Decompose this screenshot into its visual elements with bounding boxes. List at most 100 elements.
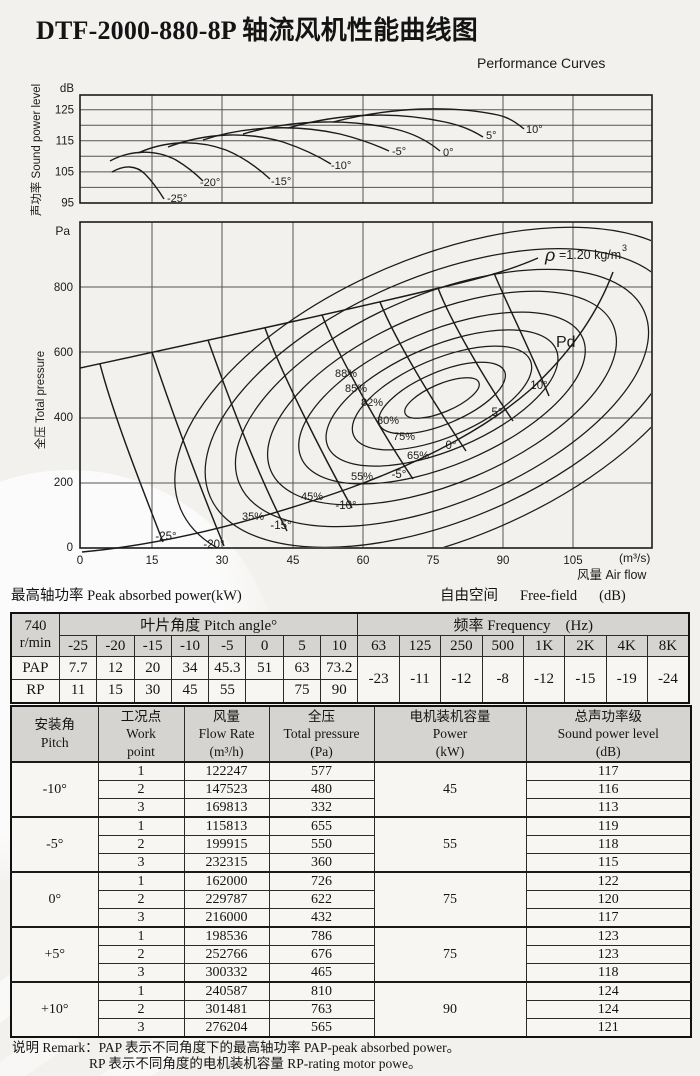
- remark-line-2: RP 表示不同角度的电机装机容量 RP-rating motor powe。: [89, 1056, 422, 1072]
- x-tick: 0: [77, 555, 83, 567]
- subtitle-performance-curves: Performance Curves: [477, 55, 606, 71]
- total-pressure: 655: [268, 816, 375, 836]
- pitch-angle-col: -15: [133, 635, 172, 657]
- efficiency-label: 35%: [242, 511, 264, 523]
- x-axis-label: 风量 Air flow: [577, 568, 647, 582]
- rp-value: 15: [96, 679, 135, 703]
- table-row: 3 276204 565 121: [11, 1018, 692, 1038]
- table-row: -10° 1 122247 577 45 117: [10, 761, 692, 818]
- curve-label: -5°: [392, 146, 406, 158]
- pd-label: Pd: [556, 334, 576, 351]
- efficiency-label: 88%: [335, 368, 357, 380]
- rp-row-label: RP: [10, 679, 60, 703]
- pitch-label: -20°: [203, 539, 224, 551]
- table-row: 2 199915 550 118: [11, 835, 692, 854]
- flow-rate: 301481: [183, 1000, 270, 1019]
- pitch-angle-col: 0: [245, 635, 284, 657]
- rp-value: 30: [133, 679, 172, 703]
- free-field-caption: 自由空间 Free-field (dB): [440, 584, 648, 605]
- x-tick: 105: [563, 555, 582, 567]
- sound-curve-5deg: [287, 114, 484, 138]
- sound-curve-labels: -25° -20° -15° -10° -5° 0° 5° 10°: [167, 124, 543, 205]
- pitch-angle-col: 10: [320, 635, 359, 657]
- sound-level: 113: [525, 798, 692, 818]
- pitch-angle-header: 叶片角度 Pitch angle°: [58, 612, 359, 636]
- flow-rate: 276204: [183, 1018, 270, 1038]
- pap-value: 73.2: [320, 656, 359, 680]
- total-pressure: 786: [268, 926, 375, 946]
- curve-label: 0°: [443, 147, 454, 159]
- pitch-angle-col: -10: [170, 635, 210, 657]
- sound-level: 119: [525, 816, 692, 836]
- power-cell: 75: [373, 926, 527, 983]
- pitch-curve-10deg: [493, 272, 550, 397]
- freq-col: 8K: [646, 635, 690, 657]
- sound-chart-ylabel: 声功率 Sound power level: [29, 84, 43, 216]
- work-point: 2: [97, 835, 185, 854]
- rpm-value: 740: [24, 618, 47, 635]
- flow-rate: 147523: [183, 780, 270, 799]
- y-tick: 0: [67, 542, 73, 554]
- freq-value: -12: [440, 656, 483, 703]
- freq-col: 63: [357, 635, 400, 657]
- table-row: 3 300332 465 118: [11, 963, 692, 983]
- rp-value: 45: [170, 679, 210, 703]
- free-field-en: Free-field: [520, 588, 578, 604]
- rp-value: 11: [58, 679, 98, 703]
- y-tick: 800: [54, 282, 73, 294]
- flow-rate: 252766: [183, 945, 270, 964]
- sound-curve--20deg: [109, 151, 204, 182]
- pap-rp-frequency-table: 740 r/min 叶片角度 Pitch angle° 频率 Frequency …: [10, 612, 690, 704]
- x-tick: 75: [427, 555, 440, 567]
- power-cell: 45: [373, 761, 527, 818]
- rpm-unit: r/min: [19, 635, 52, 651]
- work-point: 2: [97, 890, 185, 909]
- sound-level: 123: [525, 926, 692, 946]
- sound-chart-frame: [79, 94, 653, 204]
- peak-envelope-curve: [79, 257, 539, 369]
- pap-value: 45.3: [208, 656, 247, 680]
- work-point: 1: [97, 926, 185, 946]
- pap-value: 51: [245, 656, 284, 680]
- pap-value: 63: [282, 656, 322, 680]
- sound-chart-grid: [80, 95, 652, 203]
- curve-label: 5°: [486, 130, 497, 142]
- rp-value: 90: [320, 679, 359, 703]
- table-row: -25 -20 -15 -10 -5 0 5 10 63 125 250 500…: [11, 635, 690, 657]
- flow-rate: 229787: [183, 890, 270, 909]
- y-tick: 600: [54, 347, 73, 359]
- pitch-angle-col: -25: [58, 635, 98, 657]
- total-pressure-chart: 88% 85% 82% 80% 75% 65% 55% 45% 35% -25°…: [33, 221, 653, 582]
- sound-level: 124: [525, 1000, 692, 1019]
- y-tick: 115: [56, 136, 74, 148]
- efficiency-contours: [174, 226, 651, 547]
- table-row: -5° 1 115813 655 55 119: [10, 816, 692, 873]
- density-value: =1.20 kg/m: [559, 248, 621, 262]
- y-unit: dB: [60, 83, 74, 95]
- col-header-total-pressure: 全压 Total pressure (Pa): [268, 705, 375, 763]
- sound-chart-yticks: dB 125 115 105 95: [55, 83, 75, 210]
- work-point: 1: [97, 761, 185, 781]
- pap-row-label: PAP: [10, 656, 60, 680]
- flow-rate: 122247: [183, 761, 270, 781]
- table-row: RP 11 15 30 45 55 75 90: [10, 679, 689, 703]
- free-field-unit: (dB): [599, 588, 626, 604]
- efficiency-label: 80%: [377, 415, 399, 427]
- pressure-chart-frame: [79, 221, 653, 549]
- x-tick: 45: [287, 555, 300, 567]
- work-point: 1: [97, 871, 185, 891]
- pressure-chart-ylabel: 全压 Total pressure: [33, 351, 47, 449]
- freq-value: -24: [646, 656, 690, 703]
- pitch-curve--20deg: [151, 351, 225, 547]
- pitch-cell: 0°: [10, 871, 99, 928]
- col-header-flow-rate: 风量 Flow Rate (m³/h): [183, 705, 270, 763]
- sound-level: 121: [525, 1018, 692, 1038]
- sound-curve--5deg: [202, 127, 390, 152]
- flow-rate: 216000: [183, 908, 270, 928]
- sound-level: 118: [525, 963, 692, 983]
- table-row: 0° 1 162000 726 75 122: [10, 871, 692, 928]
- pitch-curve-0deg: [379, 301, 467, 452]
- table-row: +5° 1 198536 786 75 123: [10, 926, 692, 983]
- col-header-work-point: 工况点 Work point: [97, 705, 185, 763]
- work-point: 2: [97, 945, 185, 964]
